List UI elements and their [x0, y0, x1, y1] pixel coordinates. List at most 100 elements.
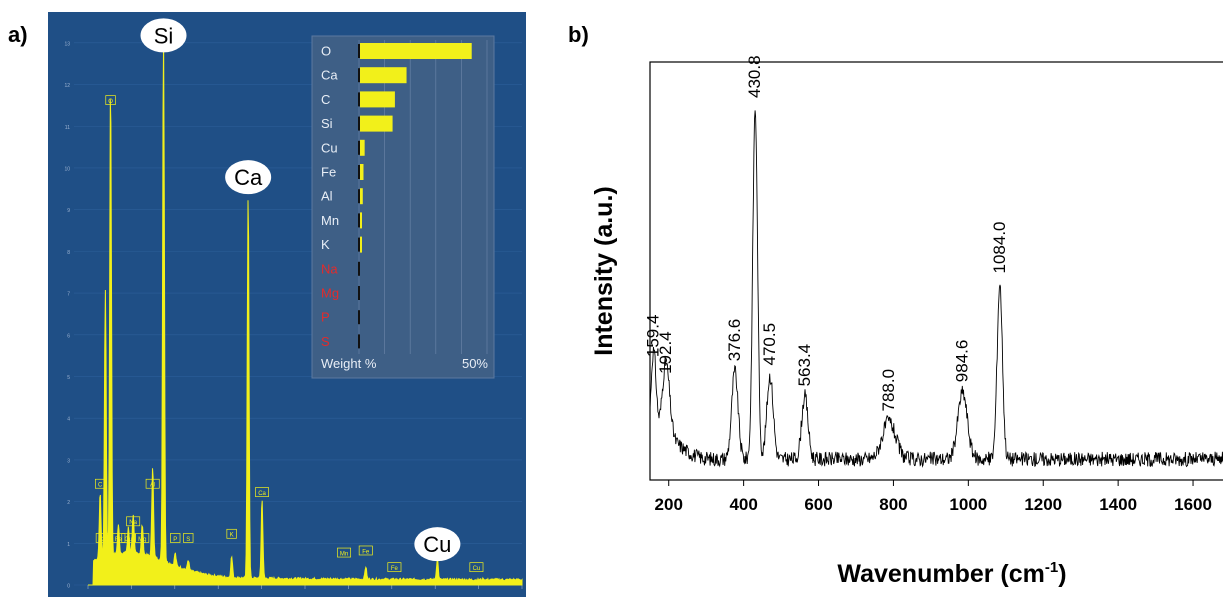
eds-y-tick-label: 3 [67, 458, 70, 464]
eds-peak-tag: K [226, 528, 237, 539]
panel-a-label: a) [8, 22, 28, 47]
inset-category-label: Si [321, 116, 333, 131]
raman-x-tick-label: 600 [804, 495, 832, 514]
eds-peak-tag: Fe [387, 562, 402, 573]
inset-category-label: Fe [321, 165, 336, 180]
eds-peak-tag-text: Fe [115, 537, 123, 543]
panel-b-label: b) [568, 22, 589, 47]
eds-peak-tag-text: Ca [258, 491, 266, 497]
raman-x-axis-label: Wavenumber (cm-1) [837, 559, 1066, 588]
inset-category-label: Na [321, 261, 338, 276]
eds-peak-tag: Fe [358, 545, 373, 556]
eds-peak-tag-text: Mg [138, 537, 146, 543]
inset-category-label: Cu [321, 140, 338, 155]
eds-peak-tag-box [469, 562, 484, 573]
eds-peak-tag-box [145, 478, 160, 489]
raman-peak-label: 788.0 [879, 369, 898, 412]
raman-x-tick-label: 1200 [1024, 495, 1062, 514]
eds-y-tick-label: 9 [67, 208, 70, 214]
eds-peak-tag: Na [126, 516, 141, 527]
eds-peak-tag-text: S [186, 537, 190, 543]
eds-spectrum-area [88, 37, 523, 586]
inset-category-label: O [321, 44, 331, 59]
eds-peak-tag-box [183, 533, 194, 543]
eds-y-tick-label: 8 [67, 250, 70, 256]
eds-y-tick-label: 5 [67, 375, 70, 381]
eds-y-tick-label: 10 [64, 166, 70, 172]
eds-y-tick-label: 1 [67, 542, 70, 548]
eds-peak-tag-box [95, 478, 106, 489]
eds-peak-tag-text: K [230, 533, 234, 539]
raman-x-tick-label: 1400 [1099, 495, 1137, 514]
eds-peak-tag-text: Al [150, 483, 155, 489]
eds-callout-text: Ca [234, 165, 263, 190]
raman-spectrum-line [649, 110, 1223, 468]
eds-peak-tag-text: Cu [125, 537, 133, 543]
eds-peak-tag: Mg [135, 533, 150, 543]
eds-peak-tag-text: Cu [473, 566, 481, 572]
inset-category-label: C [321, 92, 330, 107]
eds-callout-bubble [225, 160, 272, 195]
inset-bar [360, 115, 393, 132]
eds-peak-tag-box [255, 487, 269, 497]
eds-y-tick-label: 4 [67, 417, 70, 423]
eds-element-callouts: Si Ca Cu [140, 18, 461, 562]
inset-bar [360, 212, 362, 229]
eds-peak-tag: Cu [469, 562, 484, 573]
inset-background [311, 35, 495, 379]
eds-y-tick-label: 12 [64, 83, 70, 89]
eds-peak-tag-text: Na [129, 520, 137, 526]
eds-peak-tag: Cu [121, 533, 136, 543]
inset-bar [360, 139, 365, 156]
raman-x-tick-label: 1600 [1174, 495, 1212, 514]
eds-peak-tag-text: O [108, 99, 113, 105]
eds-peak-tag: P [170, 533, 181, 543]
eds-peak-tag: S [183, 533, 194, 543]
eds-peak-tag: O [105, 95, 116, 105]
inset-category-label: K [321, 237, 330, 252]
inset-bar [360, 188, 363, 205]
eds-peak-tag-box [95, 533, 110, 543]
eds-peak-tag-box [387, 562, 402, 573]
inset-bar [360, 236, 362, 253]
inset-bar [360, 91, 395, 108]
raman-x-axis-label-superscript: -1 [1045, 559, 1058, 576]
eds-peak-tag: Ca [255, 487, 269, 497]
raman-peak-label: 192.4 [656, 331, 675, 374]
eds-y-tick-label: 2 [67, 500, 70, 506]
raman-x-tick-label: 800 [879, 495, 907, 514]
raman-peak-label: 376.6 [725, 319, 744, 362]
inset-category-label: Mn [321, 213, 339, 228]
inset-bar [360, 67, 407, 84]
raman-peak-label: 470.5 [760, 323, 779, 366]
weight-percent-inset: O Ca C Si Cu Fe Al Mn K Na Mg PS Weight % 50% [311, 35, 495, 379]
eds-peak-tag: Fe [111, 533, 126, 543]
raman-x-ticks: 200 400 600 800 1000 1200 1400 1600 [655, 480, 1212, 514]
eds-callout-cu: Cu [414, 527, 461, 562]
inset-category-label: S [321, 334, 330, 349]
eds-peak-tag: Mn [337, 547, 352, 558]
raman-y-axis-label: Intensity (a.u.) [590, 186, 618, 355]
inset-category-label: P [321, 310, 330, 325]
eds-y-tick-label: 6 [67, 333, 70, 339]
eds-peak-tag-box [337, 547, 352, 558]
eds-peak-tag: Al [145, 478, 160, 489]
eds-peak-tag-box [105, 95, 116, 105]
raman-x-axis-label-main: Wavenumber (cm [837, 560, 1044, 588]
inset-category-label: Al [321, 189, 333, 204]
inset-bar [360, 164, 364, 180]
eds-peak-tag-box [111, 533, 126, 543]
raman-peak-label: 1084.0 [990, 222, 1009, 274]
eds-callout-ca: Ca [225, 160, 272, 195]
eds-peak-tag-box [135, 533, 150, 543]
inset-bar [360, 43, 472, 59]
eds-callout-bubble [140, 18, 187, 53]
raman-peak-label: 984.6 [953, 340, 972, 383]
eds-peak-tag-box [126, 516, 141, 527]
raman-x-tick-label: 400 [729, 495, 757, 514]
eds-peak-tag-box [358, 545, 373, 556]
